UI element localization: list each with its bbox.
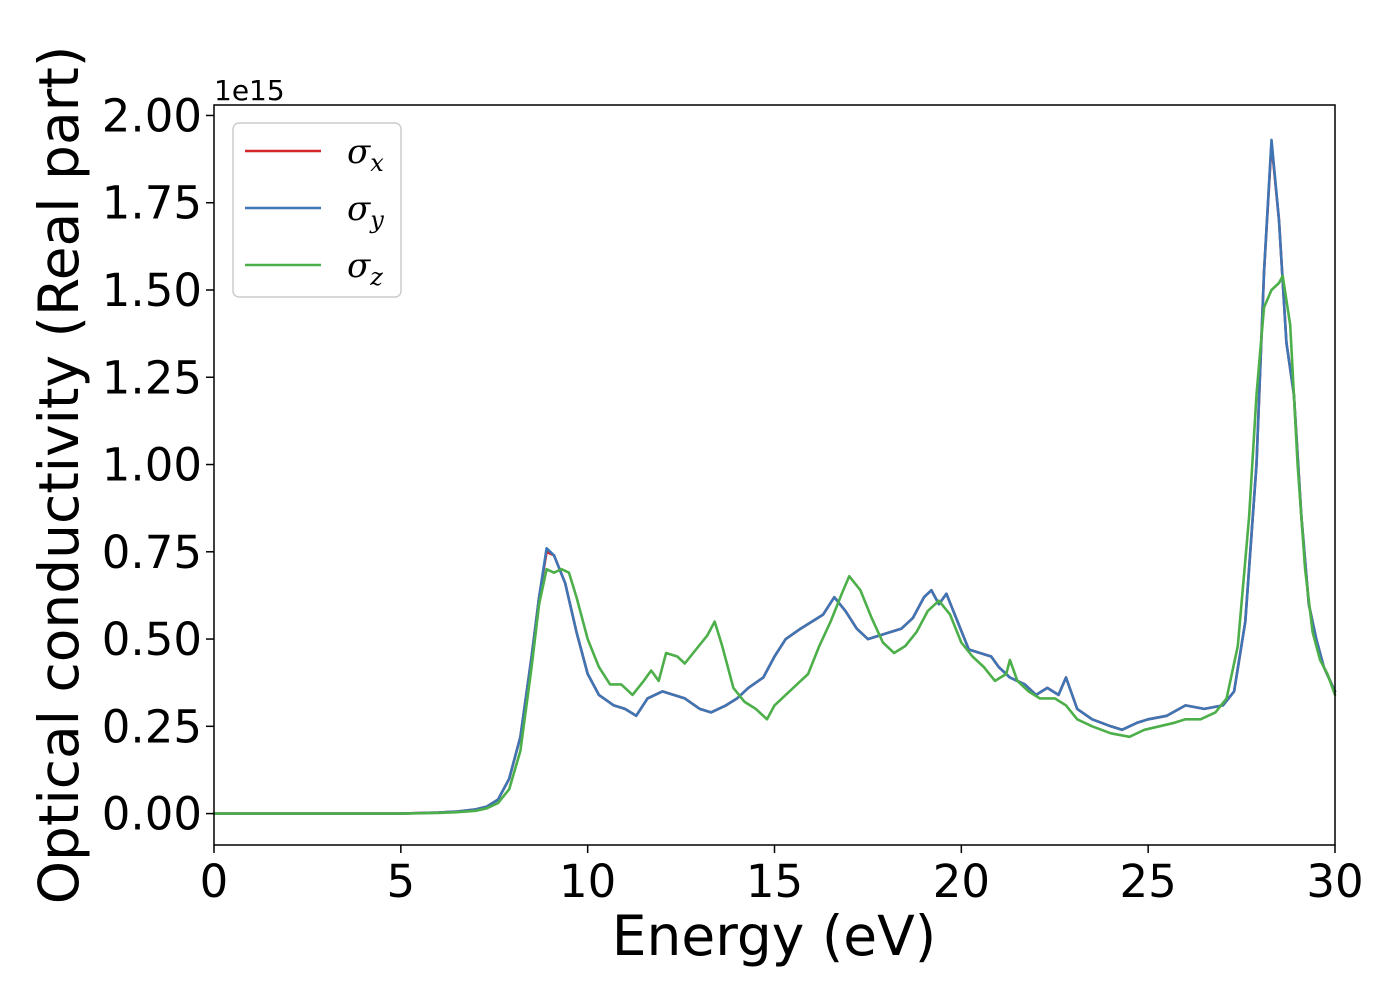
x-axis: 0 5 10 15 20 25 30: [200, 845, 1364, 908]
series-line-z: [212, 274, 1337, 815]
x-tick-label: 30: [1306, 855, 1363, 908]
y-tick-label: 1.25: [102, 351, 202, 404]
y-tick-label: 1.00: [102, 439, 202, 492]
y-axis-label: Optical conductivity (Real part): [27, 46, 91, 905]
x-axis-label: Energy (eV): [612, 904, 936, 968]
y-tick-label: 0.25: [102, 700, 202, 753]
series-layer: [212, 138, 1337, 815]
x-tick-label: 10: [559, 855, 616, 908]
x-tick-label: 0: [200, 855, 229, 908]
legend-box: [232, 122, 402, 298]
x-tick-label: 20: [933, 855, 990, 908]
y-tick-label: 1.75: [102, 177, 202, 230]
y-tick-label: 1.50: [102, 264, 202, 317]
y-tick-label: 0.50: [102, 613, 202, 666]
x-tick-label: 15: [746, 855, 803, 908]
y-tick-label: 0.00: [102, 788, 202, 841]
y-offset-label: 1e15: [214, 74, 285, 107]
y-tick-label: 2.00: [102, 89, 202, 142]
x-tick-label: 25: [1120, 855, 1177, 908]
y-axis: 0.00 0.25 0.50 0.75 1.00 1.25 1.50 1.75 2.00: [102, 89, 214, 841]
y-tick-label: 0.75: [102, 526, 202, 579]
x-tick-label: 5: [387, 855, 416, 908]
